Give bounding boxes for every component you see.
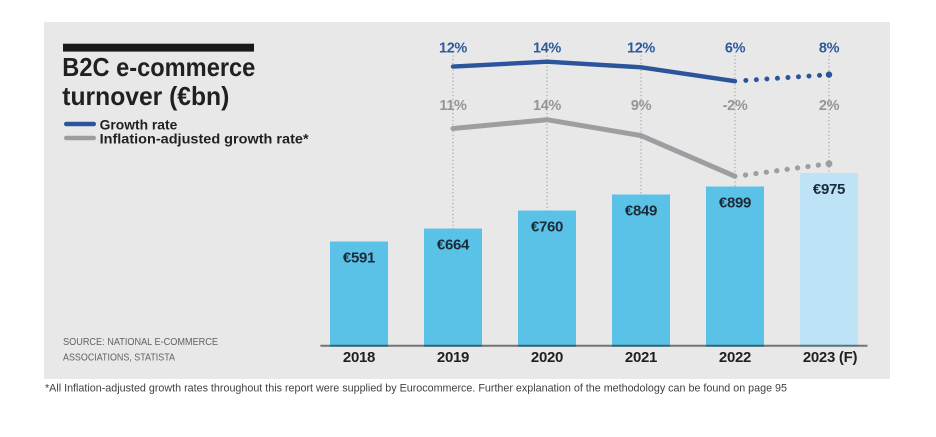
svg-text:2020: 2020 bbox=[531, 349, 563, 366]
svg-text:€849: €849 bbox=[625, 203, 657, 220]
svg-text:SOURCE: NATIONAL E-COMMERCE: SOURCE: NATIONAL E-COMMERCE bbox=[63, 337, 218, 348]
svg-text:Growth rate: Growth rate bbox=[100, 116, 178, 132]
svg-text:2%: 2% bbox=[819, 98, 840, 114]
svg-text:2022: 2022 bbox=[719, 349, 751, 366]
svg-text:14%: 14% bbox=[533, 98, 561, 114]
svg-text:€899: €899 bbox=[719, 195, 751, 212]
svg-text:11%: 11% bbox=[439, 98, 467, 114]
svg-text:12%: 12% bbox=[627, 41, 655, 57]
svg-text:B2C e-commerce: B2C e-commerce bbox=[62, 52, 255, 82]
svg-text:6%: 6% bbox=[725, 41, 746, 57]
svg-text:9%: 9% bbox=[631, 98, 652, 114]
svg-text:€664: €664 bbox=[437, 237, 470, 254]
svg-text:14%: 14% bbox=[533, 41, 561, 57]
svg-text:€975: €975 bbox=[813, 181, 845, 198]
svg-text:8%: 8% bbox=[819, 41, 840, 57]
svg-text:Inflation-adjusted growth rate: Inflation-adjusted growth rate* bbox=[100, 131, 310, 147]
svg-text:12%: 12% bbox=[439, 41, 467, 57]
svg-text:2021: 2021 bbox=[625, 349, 657, 366]
svg-text:ASSOCIATIONS, STATISTA: ASSOCIATIONS, STATISTA bbox=[63, 352, 175, 363]
svg-text:*All Inflation-adjusted growth: *All Inflation-adjusted growth rates thr… bbox=[45, 383, 787, 395]
svg-text:2019: 2019 bbox=[437, 349, 469, 366]
svg-text:turnover (€bn): turnover (€bn) bbox=[62, 81, 229, 111]
svg-text:€760: €760 bbox=[531, 219, 563, 236]
svg-text:-2%: -2% bbox=[723, 98, 748, 114]
svg-text:2018: 2018 bbox=[343, 349, 375, 366]
svg-text:€591: €591 bbox=[343, 250, 375, 267]
svg-text:2023 (F): 2023 (F) bbox=[803, 349, 858, 366]
